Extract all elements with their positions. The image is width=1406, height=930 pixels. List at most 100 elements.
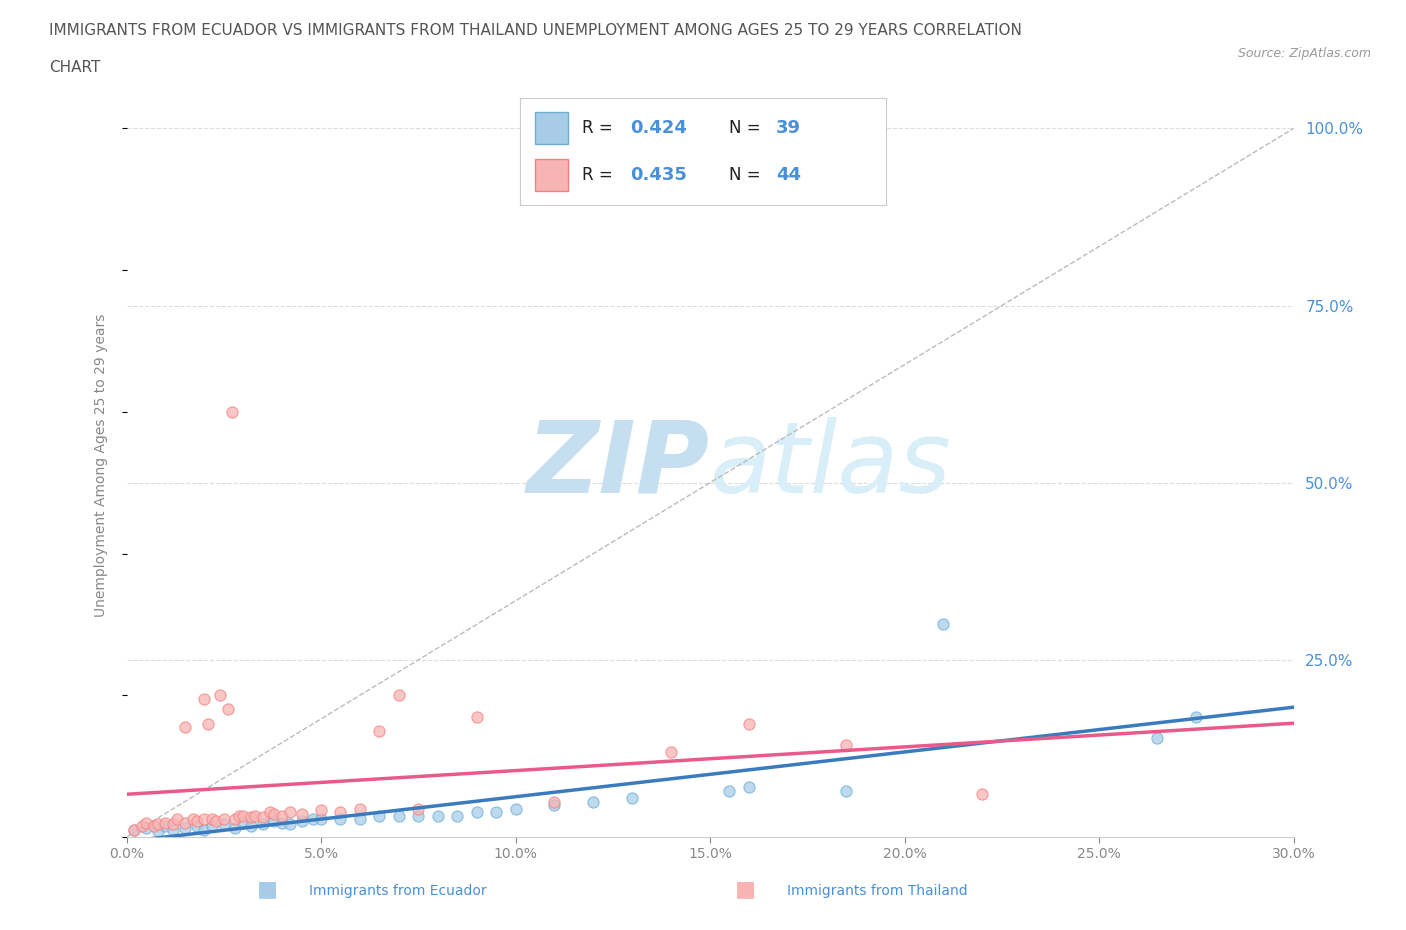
Point — [309, 803, 332, 817]
Bar — [534, 112, 568, 143]
Point — [932, 617, 955, 631]
Point — [201, 812, 224, 827]
Point — [368, 724, 391, 738]
Point — [124, 822, 146, 837]
Point — [197, 716, 219, 731]
Point — [543, 798, 565, 813]
Point — [193, 812, 215, 827]
Point — [1146, 730, 1168, 745]
Point — [329, 804, 352, 819]
Point — [186, 814, 208, 829]
Point — [259, 804, 281, 819]
Point — [485, 804, 508, 819]
Point — [224, 812, 246, 827]
Point — [193, 691, 215, 706]
Point — [135, 816, 157, 830]
Point — [252, 817, 274, 831]
Point — [543, 794, 565, 809]
Point — [302, 812, 325, 827]
Point — [142, 819, 165, 834]
Text: 44: 44 — [776, 166, 801, 183]
Point — [505, 802, 527, 817]
Point — [212, 812, 235, 827]
Point — [408, 808, 430, 823]
Point — [426, 808, 449, 823]
Point — [221, 405, 243, 419]
Point — [201, 819, 224, 834]
Point — [349, 812, 371, 827]
Text: 0.435: 0.435 — [630, 166, 686, 183]
Text: ZIP: ZIP — [527, 417, 710, 513]
Point — [232, 816, 254, 830]
Text: atlas: atlas — [710, 417, 952, 513]
Point — [290, 807, 312, 822]
Point — [155, 819, 177, 834]
Point — [174, 821, 197, 836]
Point — [240, 819, 263, 834]
Point — [621, 790, 644, 805]
Point — [271, 816, 294, 830]
Point — [243, 808, 266, 823]
Text: R =: R = — [582, 166, 619, 183]
Point — [271, 808, 294, 823]
Point — [162, 817, 184, 831]
Point — [368, 808, 391, 823]
Point — [174, 720, 197, 735]
Point — [146, 824, 169, 839]
Point — [228, 808, 250, 823]
Point — [263, 807, 285, 822]
Text: Source: ZipAtlas.com: Source: ZipAtlas.com — [1237, 46, 1371, 60]
Point — [408, 802, 430, 817]
Text: R =: R = — [582, 119, 619, 137]
Point — [465, 804, 488, 819]
Point — [181, 812, 204, 827]
Text: N =: N = — [728, 166, 765, 183]
Text: ■: ■ — [257, 879, 277, 899]
Text: N =: N = — [728, 119, 765, 137]
Point — [124, 822, 146, 837]
Point — [193, 822, 215, 837]
Point — [186, 819, 208, 834]
Text: Immigrants from Thailand: Immigrants from Thailand — [787, 884, 967, 898]
Point — [446, 808, 468, 823]
Point — [217, 702, 239, 717]
Point — [835, 783, 858, 798]
Point — [232, 808, 254, 823]
Point — [388, 688, 411, 703]
Point — [240, 810, 263, 825]
Point — [582, 794, 605, 809]
Point — [162, 822, 184, 837]
Bar — [534, 159, 568, 191]
Point — [278, 817, 301, 831]
Text: 39: 39 — [776, 119, 801, 137]
Point — [835, 737, 858, 752]
Point — [738, 716, 761, 731]
Point — [252, 810, 274, 825]
Point — [174, 816, 197, 830]
Point — [388, 808, 411, 823]
Point — [972, 787, 994, 802]
Point — [290, 814, 312, 829]
Point — [465, 709, 488, 724]
Text: 0.424: 0.424 — [630, 119, 686, 137]
Y-axis label: Unemployment Among Ages 25 to 29 years: Unemployment Among Ages 25 to 29 years — [94, 313, 108, 617]
Point — [278, 804, 301, 819]
Point — [166, 812, 188, 827]
Text: CHART: CHART — [49, 60, 101, 75]
Text: ■: ■ — [735, 879, 755, 899]
Point — [329, 812, 352, 827]
Point — [659, 745, 682, 760]
Point — [738, 780, 761, 795]
Point — [212, 817, 235, 831]
Point — [224, 821, 246, 836]
Point — [146, 817, 169, 831]
Point — [135, 821, 157, 836]
Point — [309, 812, 332, 827]
Text: Immigrants from Ecuador: Immigrants from Ecuador — [309, 884, 486, 898]
Point — [1185, 709, 1208, 724]
Point — [131, 819, 153, 834]
Point — [718, 783, 741, 798]
Point — [208, 688, 231, 703]
Text: IMMIGRANTS FROM ECUADOR VS IMMIGRANTS FROM THAILAND UNEMPLOYMENT AMONG AGES 25 T: IMMIGRANTS FROM ECUADOR VS IMMIGRANTS FR… — [49, 23, 1022, 38]
Point — [349, 802, 371, 817]
